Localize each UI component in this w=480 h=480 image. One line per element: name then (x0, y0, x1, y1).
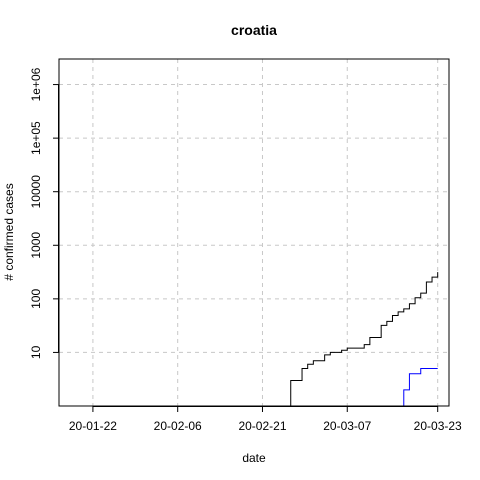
x-axis-title: date (242, 451, 266, 465)
y-axis: 10 100 1000 10000 1e+05 1e+06 (29, 67, 59, 359)
x-tick-label: 20-03-23 (414, 419, 462, 433)
y-tick-label: 100 (29, 289, 43, 309)
plot-frame (58, 58, 450, 407)
x-tick-label: 20-02-21 (238, 419, 286, 433)
series-lines (285, 272, 439, 407)
x-tick-label: 20-03-07 (323, 419, 371, 433)
x-axis: 20-01-22 20-02-06 20-02-21 20-03-07 20-03-23 (69, 406, 462, 433)
series-line-1 (285, 272, 439, 407)
y-tick-label: 1e+05 (29, 121, 43, 155)
y-tick-label: 1e+06 (29, 67, 43, 101)
y-tick-label: 10000 (29, 175, 43, 209)
series-line-2 (386, 368, 438, 407)
grid (59, 59, 449, 406)
y-tick-label: 10 (29, 345, 43, 359)
y-axis-title: # confirmed cases (2, 183, 16, 280)
y-tick-label: 1000 (29, 232, 43, 259)
x-tick-label: 20-02-06 (154, 419, 202, 433)
chart-title: croatia (231, 22, 277, 38)
x-tick-label: 20-01-22 (69, 419, 117, 433)
